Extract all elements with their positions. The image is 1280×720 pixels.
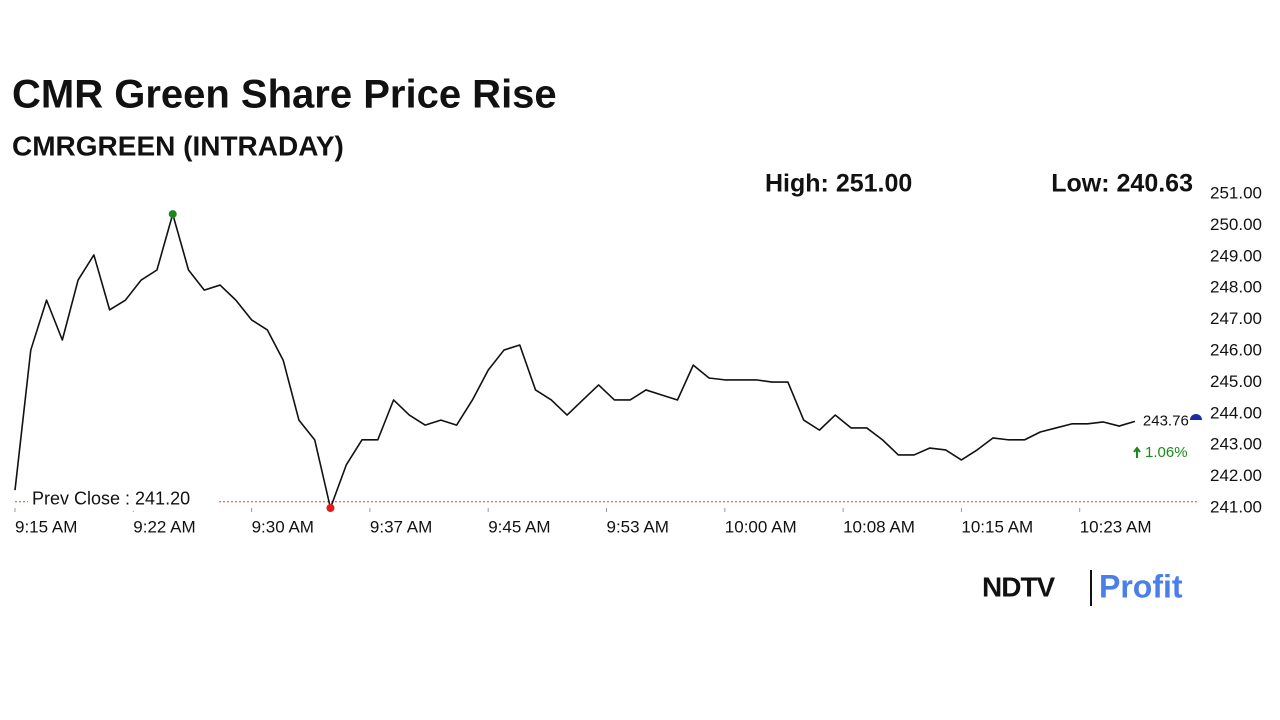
y-tick-label: 243.00 (1210, 435, 1262, 454)
y-tick-label: 249.00 (1210, 246, 1262, 265)
x-tick-label: 9:15 AM (15, 517, 77, 536)
high-label: High: 251.00 (765, 170, 912, 198)
chart-subtitle: CMRGREEN (INTRADAY) (12, 130, 344, 161)
y-tick-label: 246.00 (1210, 340, 1262, 359)
prev-close-bg (28, 488, 218, 511)
high-point (168, 210, 177, 219)
price-line (14, 213, 1136, 509)
x-tick-label: 9:22 AM (133, 517, 195, 536)
prev-close-label: Prev Close : 241.20 (32, 488, 190, 508)
x-tick-label: 10:15 AM (961, 517, 1033, 536)
y-tick-label: 245.00 (1210, 372, 1262, 391)
y-tick-label: 251.00 (1210, 183, 1262, 202)
y-tick-label: 244.00 (1210, 403, 1262, 422)
end-marker (1190, 414, 1202, 420)
y-tick-label: 248.00 (1210, 278, 1262, 297)
x-tick-label: 10:08 AM (843, 517, 915, 536)
brand-logo: NDTV Profit (982, 568, 1183, 606)
chart-title: CMR Green Share Price Rise (12, 73, 557, 117)
x-tick-label: 10:23 AM (1080, 517, 1152, 536)
y-tick-label: 250.00 (1210, 215, 1262, 234)
y-tick-label: 242.00 (1210, 466, 1262, 485)
y-tick-label: 241.00 (1210, 497, 1262, 516)
low-point (326, 504, 335, 512)
last-price-label: 243.76 (1143, 412, 1189, 429)
x-tick-label: 9:53 AM (607, 517, 669, 536)
x-tick-label: 9:37 AM (370, 517, 432, 536)
up-arrow (1133, 446, 1141, 458)
change-label: 1.06% (1145, 444, 1188, 461)
y-tick-label: 247.00 (1210, 309, 1262, 328)
x-tick-label: 10:00 AM (725, 517, 797, 536)
brand-profit: Profit (1099, 568, 1183, 604)
low-label: Low: 240.63 (1051, 170, 1193, 198)
brand-ndtv: NDTV (982, 571, 1056, 602)
x-tick-label: 9:45 AM (488, 517, 550, 536)
x-tick-label: 9:30 AM (252, 517, 314, 536)
